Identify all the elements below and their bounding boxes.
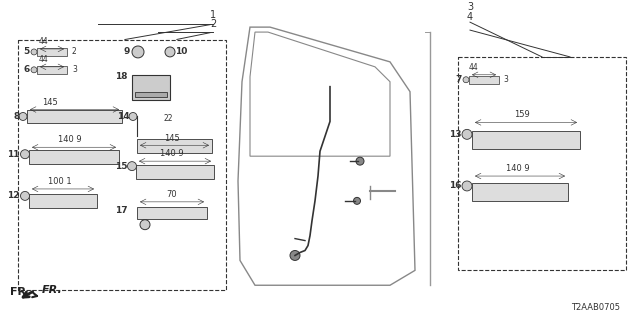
Text: T2AAB0705: T2AAB0705 (571, 303, 620, 312)
Bar (29, 150, 119, 164)
Circle shape (19, 113, 27, 120)
Bar (132, 75, 170, 100)
Circle shape (356, 157, 364, 165)
Circle shape (462, 129, 472, 139)
Text: FR.: FR. (10, 287, 37, 297)
Text: 14: 14 (117, 112, 130, 121)
Text: 11: 11 (8, 150, 20, 159)
Bar (135, 92, 167, 97)
Text: 140 9: 140 9 (160, 149, 184, 158)
Text: 3: 3 (503, 75, 508, 84)
Text: 159: 159 (514, 110, 530, 119)
Text: 3: 3 (72, 65, 77, 74)
Circle shape (31, 49, 37, 55)
Bar (27, 109, 122, 124)
Text: 17: 17 (115, 206, 128, 215)
Text: 1: 1 (210, 10, 216, 20)
Text: 5: 5 (24, 47, 30, 56)
Text: 8: 8 (13, 112, 20, 121)
Text: 100 1: 100 1 (48, 177, 72, 186)
Bar (472, 183, 568, 201)
Bar (137, 207, 207, 219)
Circle shape (20, 150, 29, 159)
Text: 22: 22 (163, 114, 173, 123)
Circle shape (462, 181, 472, 191)
Text: 13: 13 (449, 130, 462, 139)
Circle shape (463, 77, 469, 83)
Bar (37, 48, 67, 56)
Circle shape (132, 46, 144, 58)
Text: 2: 2 (72, 47, 77, 56)
Text: 44: 44 (39, 37, 49, 46)
Bar (37, 66, 67, 74)
Text: 9: 9 (124, 47, 130, 56)
Circle shape (353, 197, 360, 204)
Bar (469, 76, 499, 84)
Bar (472, 132, 580, 149)
Circle shape (129, 113, 137, 120)
Circle shape (165, 47, 175, 57)
Circle shape (127, 162, 136, 171)
Circle shape (140, 220, 150, 230)
Text: 12: 12 (8, 191, 20, 200)
Text: 10: 10 (175, 47, 188, 56)
Text: 15: 15 (115, 162, 128, 171)
Circle shape (31, 67, 37, 73)
Text: 140 9: 140 9 (506, 164, 530, 173)
Text: 4: 4 (467, 12, 473, 22)
Text: 145: 145 (164, 134, 180, 143)
Bar (137, 139, 212, 153)
Text: 145: 145 (42, 98, 58, 107)
Text: 44: 44 (39, 55, 49, 64)
Text: 70: 70 (166, 190, 177, 199)
Text: 7: 7 (456, 75, 462, 84)
Text: 3: 3 (467, 2, 473, 12)
Text: 2: 2 (210, 19, 216, 29)
Text: FR.: FR. (42, 285, 63, 295)
Text: 140 9: 140 9 (58, 135, 82, 144)
Bar (29, 194, 97, 208)
Circle shape (290, 251, 300, 260)
Text: 18: 18 (115, 72, 128, 81)
Text: 16: 16 (449, 181, 462, 190)
Text: 6: 6 (24, 65, 30, 74)
Bar (136, 165, 214, 179)
Text: 44: 44 (469, 63, 479, 72)
Circle shape (20, 191, 29, 200)
